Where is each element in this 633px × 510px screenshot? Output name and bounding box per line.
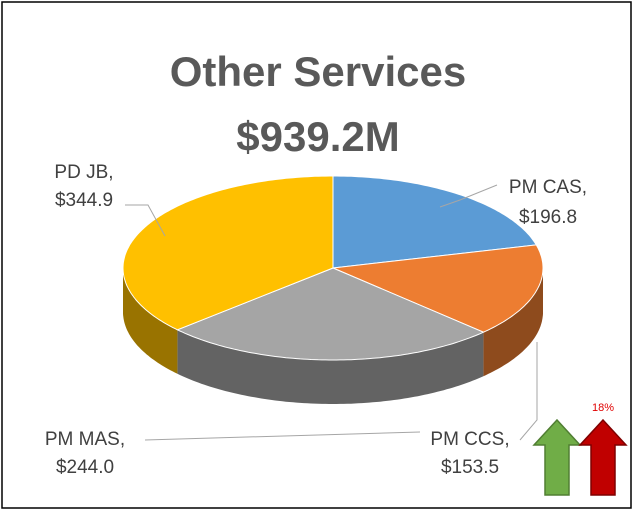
data-label-name: PM MAS,: [45, 429, 125, 450]
slice: [331, 244, 544, 333]
chart-subtitle: $939.2M: [236, 113, 399, 160]
up-arrow-green: [532, 418, 582, 496]
category-name: PM CAS: [509, 177, 582, 198]
category-name: PM CCS: [430, 429, 504, 450]
data-label-name: PM CCS,: [430, 429, 509, 450]
leader-line: [144, 431, 421, 441]
category-name: PM MAS: [45, 429, 120, 450]
separator: ,: [108, 162, 113, 183]
slice-side: [123, 268, 178, 374]
data-label-value: $344.9: [55, 190, 113, 211]
data-label-name: PD JB,: [54, 162, 113, 183]
data-label-name: PM CAS,: [509, 177, 587, 198]
slice: [332, 175, 538, 269]
up-arrow-red: [578, 418, 628, 496]
leader-line: [439, 184, 498, 208]
data-label-value: $153.5: [441, 457, 499, 478]
annotation: 18%: [592, 402, 614, 414]
category-name: PD JB: [54, 162, 108, 183]
separator: ,: [504, 429, 509, 450]
slice: [176, 267, 485, 361]
slice-side: [483, 268, 543, 377]
slice: [122, 175, 334, 331]
chart-title: Other Services: [170, 48, 467, 95]
data-label-value: $196.8: [519, 207, 577, 228]
separator: ,: [120, 429, 125, 450]
slice-side: [177, 329, 484, 404]
leader-line: [125, 204, 166, 237]
separator: ,: [582, 177, 587, 198]
data-label-value: $244.0: [56, 457, 114, 478]
pie: [122, 175, 544, 441]
leader-line: [519, 342, 538, 441]
